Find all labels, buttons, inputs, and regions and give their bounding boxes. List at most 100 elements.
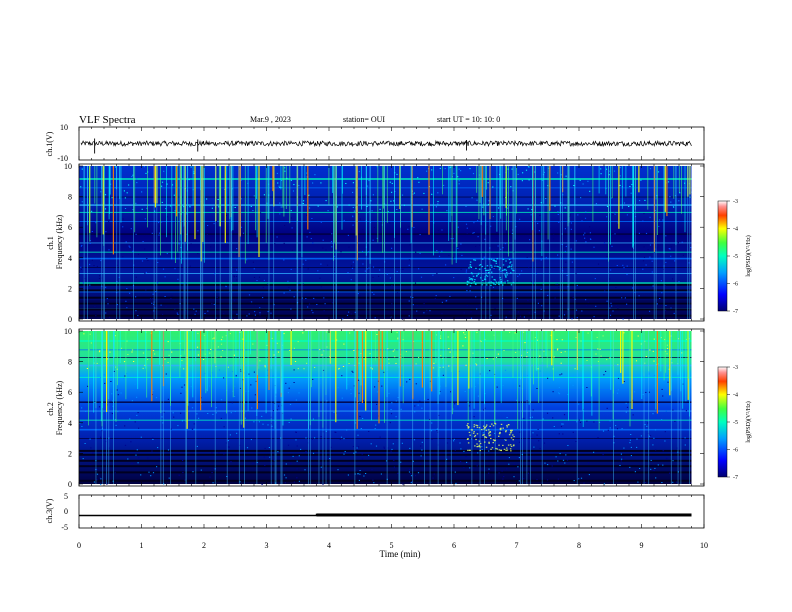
noise-speck	[283, 333, 285, 335]
noise-speck	[311, 309, 313, 311]
sferic-streak	[206, 331, 208, 392]
emission-speck	[513, 444, 515, 446]
noise-speck	[394, 349, 396, 351]
noise-speck	[630, 434, 632, 435]
noise-speck	[507, 252, 509, 254]
noise-speck	[572, 384, 574, 386]
noise-speck	[477, 452, 479, 454]
sferic-streak	[280, 331, 282, 393]
noise-speck	[606, 359, 608, 361]
noise-speck	[125, 300, 127, 302]
noise-speck	[126, 340, 128, 342]
noise-speck	[438, 251, 440, 253]
noise-speck	[419, 234, 421, 236]
noise-speck	[522, 172, 524, 174]
noise-speck	[476, 258, 478, 260]
noise-speck	[517, 275, 519, 277]
sferic-streak	[450, 331, 452, 484]
noise-speck	[225, 286, 227, 288]
noise-speck	[161, 416, 163, 418]
emission-speck	[477, 273, 480, 275]
emission-speck	[498, 283, 500, 285]
noise-speck	[661, 482, 663, 483]
noise-speck	[566, 459, 569, 461]
noise-speck	[637, 335, 639, 337]
sferic-streak	[304, 166, 306, 195]
sferic-streak	[678, 166, 680, 193]
noise-speck	[154, 210, 156, 212]
noise-speck	[312, 378, 314, 380]
noise-speck	[393, 459, 395, 461]
noise-speck	[537, 222, 539, 224]
emission-speck	[505, 431, 507, 433]
sferic-streak	[203, 166, 205, 263]
noise-speck	[571, 318, 573, 320]
noise-speck	[312, 242, 314, 244]
sferic-streak	[159, 331, 160, 365]
noise-speck	[585, 304, 587, 306]
sferic-streak	[247, 331, 249, 411]
noise-speck	[93, 481, 95, 483]
noise-speck	[358, 171, 360, 173]
sferic-streak	[520, 331, 521, 484]
sferic-streak	[675, 166, 677, 319]
noise-speck	[642, 220, 644, 222]
noise-speck	[135, 454, 137, 456]
noise-speck	[441, 250, 443, 252]
sferic-streak	[308, 331, 309, 484]
noise-speck	[643, 256, 646, 258]
noise-speck	[320, 466, 322, 468]
noise-speck	[518, 457, 520, 459]
noise-speck	[413, 192, 415, 194]
noise-speck	[164, 358, 166, 360]
emission-speck	[512, 281, 515, 284]
noise-speck	[626, 406, 629, 408]
noise-speck	[458, 180, 460, 182]
noise-speck	[197, 332, 199, 334]
noise-speck	[405, 351, 407, 353]
noise-speck	[539, 370, 541, 372]
noise-speck	[358, 315, 360, 317]
noise-speck	[449, 295, 451, 297]
noise-speck	[436, 272, 438, 274]
noise-speck	[158, 234, 160, 236]
noise-speck	[357, 400, 359, 402]
noise-speck	[585, 211, 587, 213]
emission-speck	[494, 283, 497, 286]
noise-speck	[134, 421, 136, 423]
sferic-streak	[257, 331, 258, 376]
sferic-streak	[471, 331, 473, 484]
noise-speck	[157, 447, 159, 449]
noise-speck	[220, 339, 223, 341]
sferic-streak	[360, 331, 362, 386]
sferic-streak	[454, 331, 456, 359]
noise-speck	[124, 197, 126, 199]
noise-speck	[460, 170, 462, 172]
noise-speck	[494, 258, 496, 260]
sferic-streak	[268, 166, 270, 319]
sferic-streak	[365, 331, 367, 411]
noise-speck	[474, 386, 477, 387]
sferic-streak	[538, 331, 540, 403]
emission-speck	[489, 434, 492, 436]
noise-speck	[417, 177, 419, 179]
colorbar-tick-label: -4	[733, 227, 738, 233]
noise-speck	[231, 188, 233, 190]
noise-speck	[141, 208, 143, 210]
sferic-streak	[297, 166, 299, 319]
sferic-streak	[280, 166, 282, 190]
noise-speck	[348, 311, 350, 313]
sferic-streak	[192, 331, 194, 398]
noise-speck	[220, 343, 223, 345]
noise-speck	[475, 363, 477, 365]
noise-speck	[565, 454, 567, 456]
noise-speck	[570, 228, 572, 230]
noise-speck	[426, 170, 428, 172]
noise-speck	[457, 226, 459, 228]
noise-speck	[408, 225, 410, 227]
noise-speck	[438, 255, 441, 257]
noise-speck	[444, 168, 446, 170]
sferic-streak	[473, 331, 475, 409]
noise-speck	[466, 227, 468, 229]
noise-speck	[376, 237, 378, 239]
